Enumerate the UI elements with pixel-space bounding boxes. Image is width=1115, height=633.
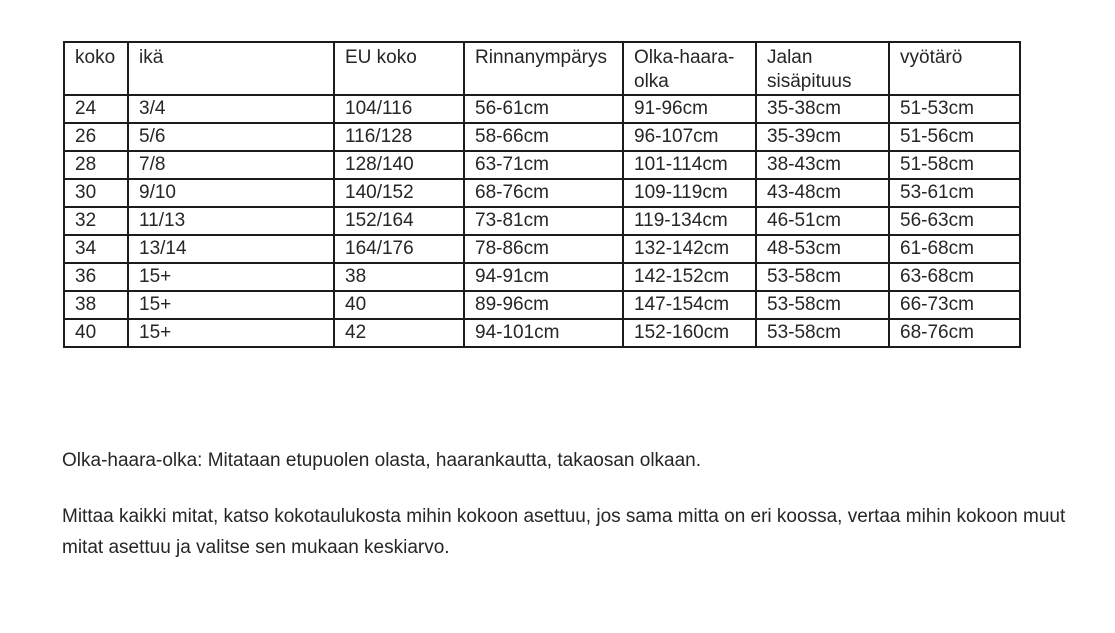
table-cell: 53-58cm xyxy=(755,262,890,292)
table-cell: 78-86cm xyxy=(463,234,624,264)
table-row: 36 15+ 38 94-91cm 142-152cm 53-58cm 63-68cm xyxy=(63,262,1021,292)
table-cell: 128/140 xyxy=(333,150,465,180)
table-cell: 63-68cm xyxy=(888,262,1021,292)
table-cell: 26 xyxy=(63,122,129,152)
table-cell: 109-119cm xyxy=(622,178,757,208)
table-row: 34 13/14 164/176 78-86cm 132-142cm 48-53cm 61-… xyxy=(63,234,1021,264)
note-olka-haara-olka: Olka-haara-olka: Mitataan etupuolen olas… xyxy=(62,450,702,471)
table-row: 26 5/6 116/128 58-66cm 96-107cm 35-39cm 51-56c… xyxy=(63,122,1021,152)
table-cell: 119-134cm xyxy=(622,206,757,236)
table-cell: 51-53cm xyxy=(888,94,1021,124)
table-cell: 101-114cm xyxy=(622,150,757,180)
table-cell: 58-66cm xyxy=(463,122,624,152)
table-cell: 53-58cm xyxy=(755,290,890,320)
table-cell: 147-154cm xyxy=(622,290,757,320)
table-cell: 116/128 xyxy=(333,122,465,152)
table-cell: 35-39cm xyxy=(755,122,890,152)
table-row: 40 15+ 42 94-101cm 152-160cm 53-58cm 68-76cm xyxy=(63,318,1021,348)
table-cell: 53-58cm xyxy=(755,318,890,348)
table-cell: 15+ xyxy=(127,290,335,320)
table-cell: 68-76cm xyxy=(463,178,624,208)
column-header-olka-haara-olka: Olka-haara-olka xyxy=(622,41,757,96)
table-cell: 104/116 xyxy=(333,94,465,124)
column-header-eu-koko: EU koko xyxy=(333,41,465,96)
table-row: 32 11/13 152/164 73-81cm 119-134cm 46-51cm 56-… xyxy=(63,206,1021,236)
table-cell: 46-51cm xyxy=(755,206,890,236)
size-chart-header: koko ikä EU koko Rinnanympärys Olka-haara-ol… xyxy=(63,41,1021,96)
table-cell: 30 xyxy=(63,178,129,208)
table-cell: 73-81cm xyxy=(463,206,624,236)
table-cell: 36 xyxy=(63,262,129,292)
table-cell: 94-91cm xyxy=(463,262,624,292)
table-cell: 152/164 xyxy=(333,206,465,236)
table-cell: 61-68cm xyxy=(888,234,1021,264)
column-header-vyotaro: vyötärö xyxy=(888,41,1021,96)
table-cell: 5/6 xyxy=(127,122,335,152)
table-cell: 66-73cm xyxy=(888,290,1021,320)
table-cell: 42 xyxy=(333,318,465,348)
column-header-ika: ikä xyxy=(127,41,335,96)
column-header-koko: koko xyxy=(63,41,129,96)
column-header-rinnanymparys: Rinnanympärys xyxy=(463,41,624,96)
table-cell: 152-160cm xyxy=(622,318,757,348)
table-cell: 3/4 xyxy=(127,94,335,124)
size-chart-table: koko ikä EU koko Rinnanympärys Olka-haara-ol… xyxy=(63,41,1021,348)
table-row: 38 15+ 40 89-96cm 147-154cm 53-58cm 66-73cm xyxy=(63,290,1021,320)
table-cell: 34 xyxy=(63,234,129,264)
table-cell: 11/13 xyxy=(127,206,335,236)
table-cell: 164/176 xyxy=(333,234,465,264)
table-cell: 48-53cm xyxy=(755,234,890,264)
table-cell: 38-43cm xyxy=(755,150,890,180)
column-header-jalan-sisapituus: Jalan sisäpituus xyxy=(755,41,890,96)
table-cell: 40 xyxy=(63,318,129,348)
table-cell: 7/8 xyxy=(127,150,335,180)
table-cell: 56-61cm xyxy=(463,94,624,124)
table-row: 30 9/10 140/152 68-76cm 109-119cm 43-48cm 53-6… xyxy=(63,178,1021,208)
table-cell: 43-48cm xyxy=(755,178,890,208)
table-cell: 56-63cm xyxy=(888,206,1021,236)
table-cell: 35-38cm xyxy=(755,94,890,124)
table-cell: 51-58cm xyxy=(888,150,1021,180)
table-cell: 40 xyxy=(333,290,465,320)
table-cell: 38 xyxy=(63,290,129,320)
table-cell: 68-76cm xyxy=(888,318,1021,348)
table-cell: 94-101cm xyxy=(463,318,624,348)
table-cell: 89-96cm xyxy=(463,290,624,320)
table-cell: 15+ xyxy=(127,262,335,292)
table-row: 28 7/8 128/140 63-71cm 101-114cm 38-43cm 51-58… xyxy=(63,150,1021,180)
table-cell: 96-107cm xyxy=(622,122,757,152)
table-cell: 53-61cm xyxy=(888,178,1021,208)
table-cell: 32 xyxy=(63,206,129,236)
size-chart-body: 24 3/4 104/116 56-61cm 91-96cm 35-38cm 51-53cm… xyxy=(63,94,1021,348)
table-cell: 24 xyxy=(63,94,129,124)
table-cell: 9/10 xyxy=(127,178,335,208)
table-cell: 13/14 xyxy=(127,234,335,264)
table-cell: 15+ xyxy=(127,318,335,348)
table-cell: 51-56cm xyxy=(888,122,1021,152)
table-cell: 132-142cm xyxy=(622,234,757,264)
table-row: 24 3/4 104/116 56-61cm 91-96cm 35-38cm 51-53cm xyxy=(63,94,1021,124)
table-cell: 142-152cm xyxy=(622,262,757,292)
table-cell: 140/152 xyxy=(333,178,465,208)
note-measuring-instructions: Mittaa kaikki mitat, katso kokotaulukost… xyxy=(62,506,1066,558)
table-header-row: koko ikä EU koko Rinnanympärys Olka-haara-ol… xyxy=(63,41,1021,96)
table-cell: 28 xyxy=(63,150,129,180)
table-cell: 91-96cm xyxy=(622,94,757,124)
table-cell: 38 xyxy=(333,262,465,292)
table-cell: 63-71cm xyxy=(463,150,624,180)
